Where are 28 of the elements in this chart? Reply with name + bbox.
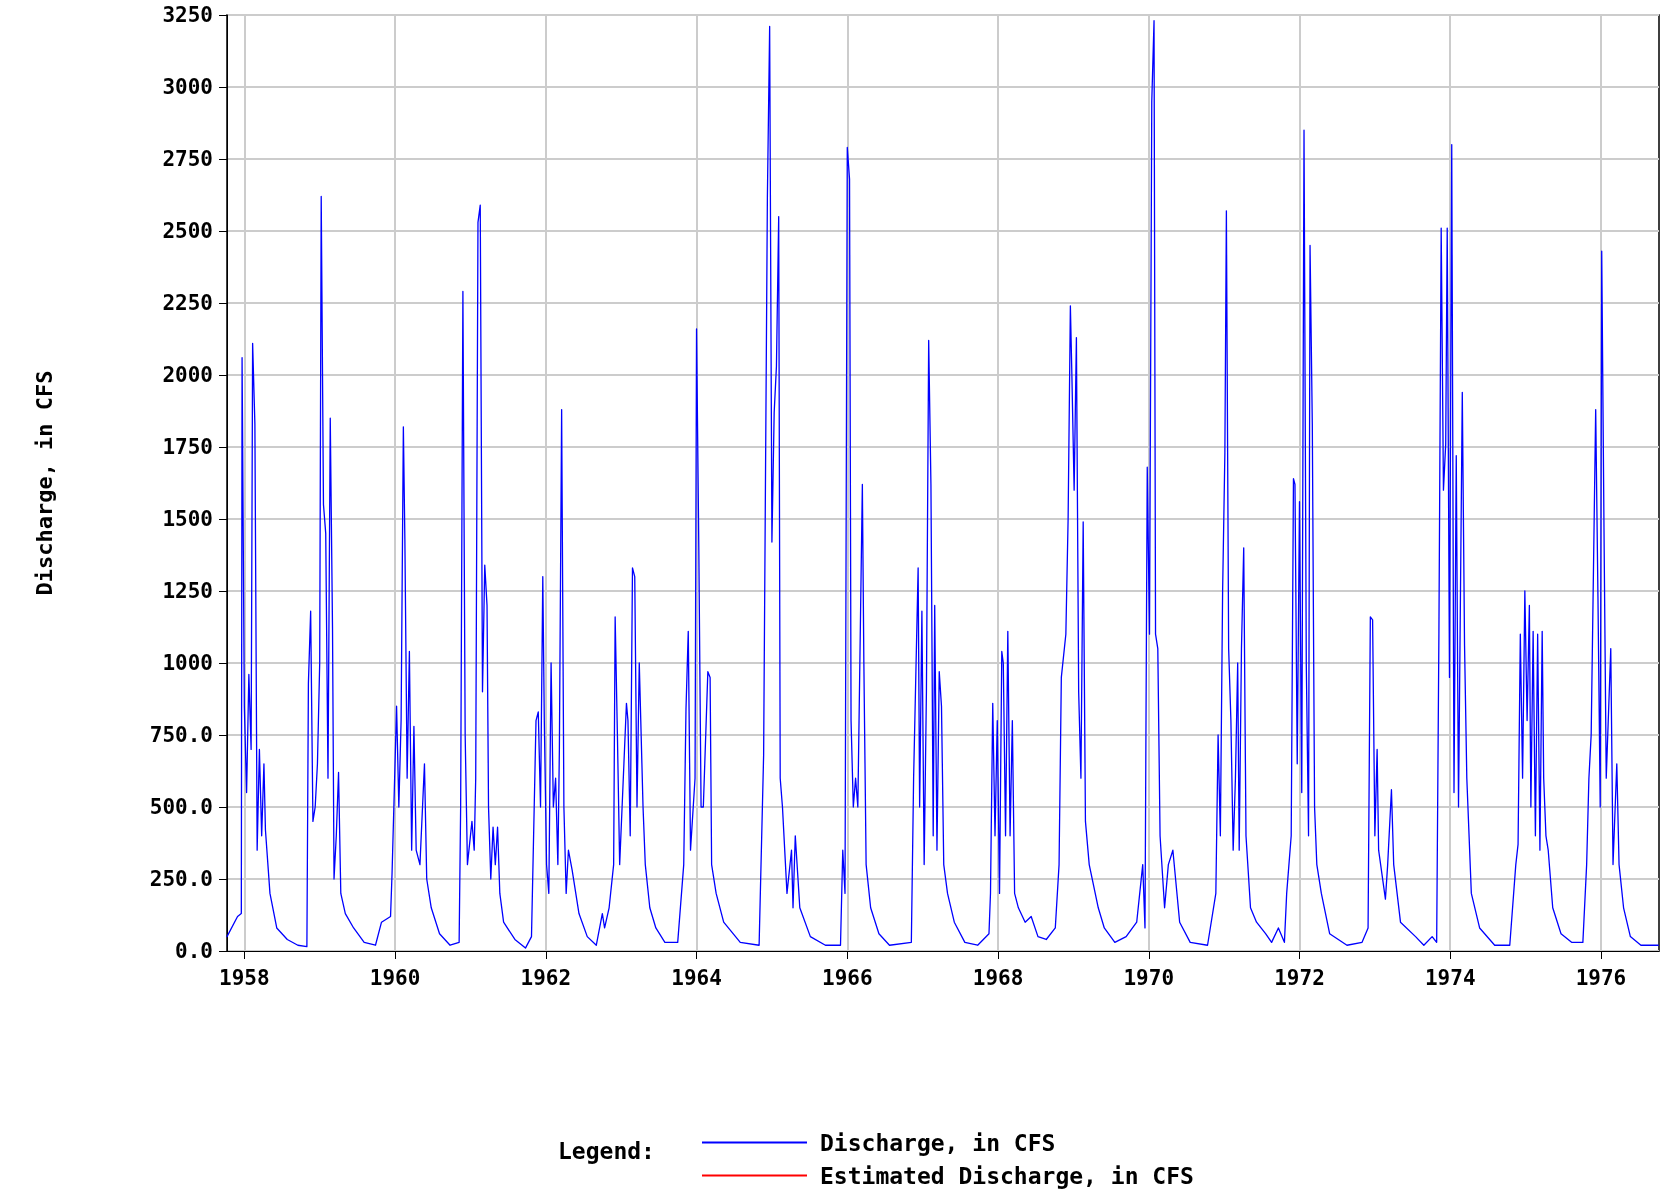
y-tick-label: 2000 — [162, 363, 213, 387]
y-axis-title: Discharge, in CFS — [31, 370, 57, 596]
y-tick-label: 0.0 — [175, 939, 213, 963]
x-tick-label: 1968 — [972, 965, 1024, 990]
x-tick-label: 1970 — [1123, 965, 1175, 990]
y-tick-label: 1750 — [162, 435, 213, 459]
x-tick-label: 1964 — [671, 965, 722, 990]
y-tick-label: 250.0 — [149, 867, 213, 891]
x-tick-label: 1974 — [1424, 965, 1476, 990]
x-tick-label: 1958 — [219, 965, 270, 990]
y-tick-label: 1250 — [162, 579, 213, 603]
legend-label: Discharge, in CFS — [820, 1129, 1056, 1156]
x-tick-label: 1960 — [369, 965, 421, 990]
y-tick-label: 2250 — [162, 291, 213, 315]
y-tick-label: 3250 — [162, 3, 213, 27]
y-tick-label: 1000 — [162, 651, 213, 675]
x-tick-label: 1972 — [1274, 965, 1325, 990]
y-tick-label: 2750 — [162, 147, 213, 171]
x-tick-label: 1976 — [1575, 965, 1627, 990]
y-tick-label: 3000 — [162, 75, 213, 99]
y-tick-label: 1500 — [162, 507, 213, 531]
y-tick-label: 2500 — [162, 219, 213, 243]
legend-label: Estimated Discharge, in CFS — [820, 1162, 1194, 1189]
x-tick-label: 1962 — [520, 965, 572, 990]
legend-title: Legend: — [558, 1137, 655, 1164]
x-tick-label: 1966 — [821, 965, 873, 990]
y-tick-label: 750.0 — [149, 723, 213, 747]
y-tick-label: 500.0 — [149, 795, 213, 819]
